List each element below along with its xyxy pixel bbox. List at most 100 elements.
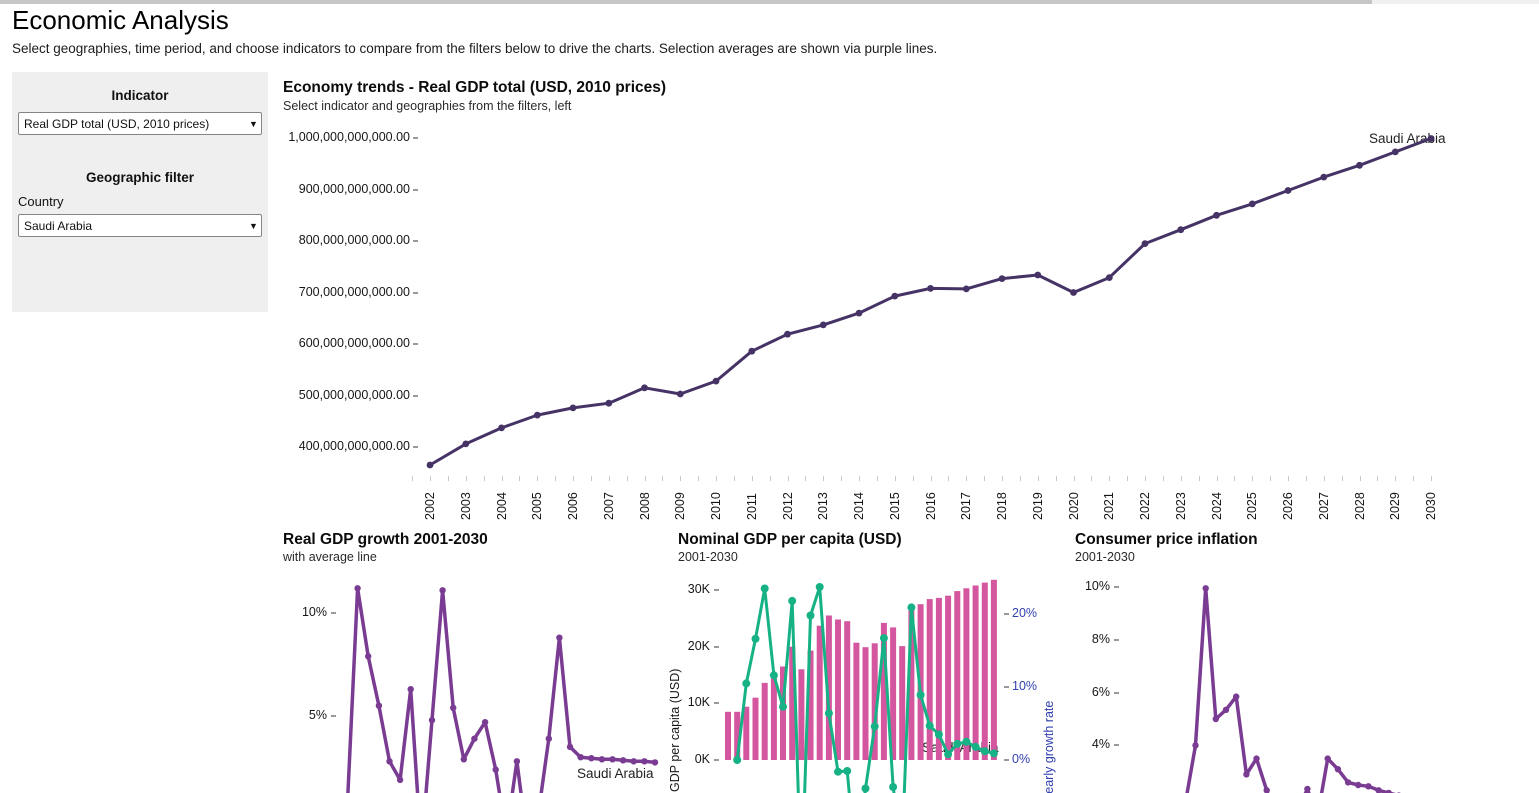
data-point[interactable] [407,686,414,693]
data-point[interactable] [545,735,552,742]
data-point[interactable] [989,749,998,758]
data-point[interactable] [962,285,970,293]
data-point[interactable] [733,756,742,764]
gdp-per-capita-bar[interactable] [770,677,777,760]
data-point[interactable] [806,611,815,620]
data-point[interactable] [779,702,787,711]
data-point[interactable] [925,721,934,730]
data-point[interactable] [934,730,943,739]
data-point[interactable] [426,461,434,469]
data-point[interactable] [971,742,980,751]
gdp-per-capita-bar[interactable] [990,579,997,760]
data-point[interactable] [1222,706,1230,713]
gdp-per-capita-bar[interactable] [725,711,731,760]
data-point[interactable] [481,719,489,726]
data-point[interactable] [1391,148,1399,156]
data-point[interactable] [533,411,541,419]
data-point[interactable] [1263,787,1270,793]
gdp-per-capita-bar[interactable] [963,588,970,760]
gdp-per-capita-bar[interactable] [981,582,988,760]
data-point[interactable] [1212,715,1219,723]
data-point[interactable] [365,653,372,660]
data-point[interactable] [927,285,934,292]
data-point[interactable] [641,384,648,392]
data-point[interactable] [751,634,760,643]
data-point[interactable] [1177,226,1185,234]
data-point[interactable] [1344,779,1352,786]
data-point[interactable] [855,309,863,317]
data-point[interactable] [676,390,684,398]
gdp-per-capita-bar[interactable] [908,610,915,760]
data-point[interactable] [598,756,606,763]
data-point[interactable] [386,758,393,765]
gdp-per-capita-bar[interactable] [871,643,878,760]
data-point[interactable] [450,704,457,711]
data-point[interactable] [577,754,584,761]
data-point[interactable] [1320,173,1328,181]
data-point[interactable] [396,776,404,784]
data-point[interactable] [1355,781,1362,789]
data-point[interactable] [712,377,720,385]
data-point[interactable] [819,321,827,329]
data-point[interactable] [513,758,521,765]
data-point[interactable] [1253,755,1260,762]
data-point[interactable] [953,739,962,748]
gdp-per-capita-bar[interactable] [752,697,759,760]
data-point[interactable] [962,737,971,746]
data-point[interactable] [1248,200,1256,208]
data-point[interactable] [609,756,616,763]
gdp-per-capita-bar[interactable] [926,599,933,760]
data-point[interactable] [861,784,870,793]
gdp-per-capita-bar[interactable] [780,666,786,761]
data-point[interactable] [788,596,797,605]
gdp-per-capita-bar[interactable] [825,615,832,761]
data-point[interactable] [980,747,989,756]
gdp-per-capita-bar[interactable] [880,622,887,760]
data-point[interactable] [1284,187,1292,194]
data-point[interactable] [492,766,499,773]
data-point[interactable] [1324,755,1331,762]
data-point[interactable] [843,767,852,775]
data-point[interactable] [1375,787,1382,793]
gdp-per-capita-bar[interactable] [862,647,869,760]
country-select[interactable]: Saudi Arabia [18,214,262,237]
data-point[interactable] [1034,271,1042,279]
data-point[interactable] [588,755,595,762]
gdp-per-capita-bar[interactable] [816,625,823,760]
data-point[interactable] [1070,289,1077,296]
data-point[interactable] [998,275,1006,282]
data-point[interactable] [784,330,791,338]
data-point[interactable] [891,292,899,300]
data-point[interactable] [619,757,627,764]
gdp-per-capita-bar[interactable] [835,619,841,761]
data-point[interactable] [824,709,833,718]
gdp-per-capita-bar[interactable] [945,595,952,760]
data-point[interactable] [1141,240,1149,247]
data-point[interactable] [1356,161,1363,169]
data-point[interactable] [1213,211,1220,219]
data-point[interactable] [375,702,383,709]
gdp-per-capita-bar[interactable] [798,669,805,760]
gdp-per-capita-bar[interactable] [743,706,750,760]
data-point[interactable] [569,404,577,412]
gdp-per-capita-bar[interactable] [899,646,906,760]
data-point[interactable] [1304,785,1311,793]
data-point[interactable] [1385,789,1392,793]
data-point[interactable] [944,750,953,759]
gdp-per-capita-bar[interactable] [972,585,979,761]
data-point[interactable] [907,603,916,612]
data-point[interactable] [1243,771,1250,778]
gdp-per-capita-bar[interactable] [807,650,814,760]
indicator-select[interactable]: Real GDP total (USD, 2010 prices) [18,112,262,135]
data-point[interactable] [651,759,659,766]
gdp-per-capita-bar[interactable] [761,682,768,760]
data-point[interactable] [889,783,898,791]
data-point[interactable] [1192,742,1199,749]
data-point[interactable] [641,758,648,765]
gdp-per-capita-bar[interactable] [935,597,942,760]
data-point[interactable] [566,743,574,751]
data-point[interactable] [1334,766,1342,773]
data-point[interactable] [498,424,505,432]
data-point[interactable] [439,587,446,594]
data-point[interactable] [760,584,769,593]
